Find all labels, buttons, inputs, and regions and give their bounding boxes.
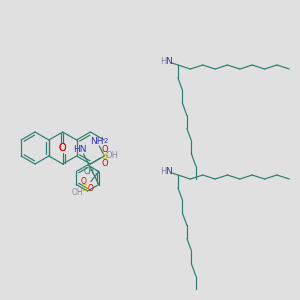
Text: 3: 3 <box>94 170 99 175</box>
Text: H: H <box>160 58 166 67</box>
Text: S: S <box>81 184 87 193</box>
Text: N: N <box>166 58 172 67</box>
Text: CH: CH <box>84 167 95 176</box>
Text: O: O <box>101 145 108 154</box>
Text: O: O <box>59 143 67 153</box>
Text: OH: OH <box>72 188 84 197</box>
Text: O: O <box>101 158 108 167</box>
Text: 2: 2 <box>103 138 107 144</box>
Text: O: O <box>88 184 94 193</box>
Text: S: S <box>101 151 107 161</box>
Text: H: H <box>160 167 166 176</box>
Text: O: O <box>59 143 67 153</box>
Text: OH: OH <box>106 151 119 160</box>
Text: HN: HN <box>73 146 86 154</box>
Text: NH: NH <box>91 136 104 146</box>
Text: N: N <box>166 167 172 176</box>
Text: O: O <box>81 177 87 186</box>
